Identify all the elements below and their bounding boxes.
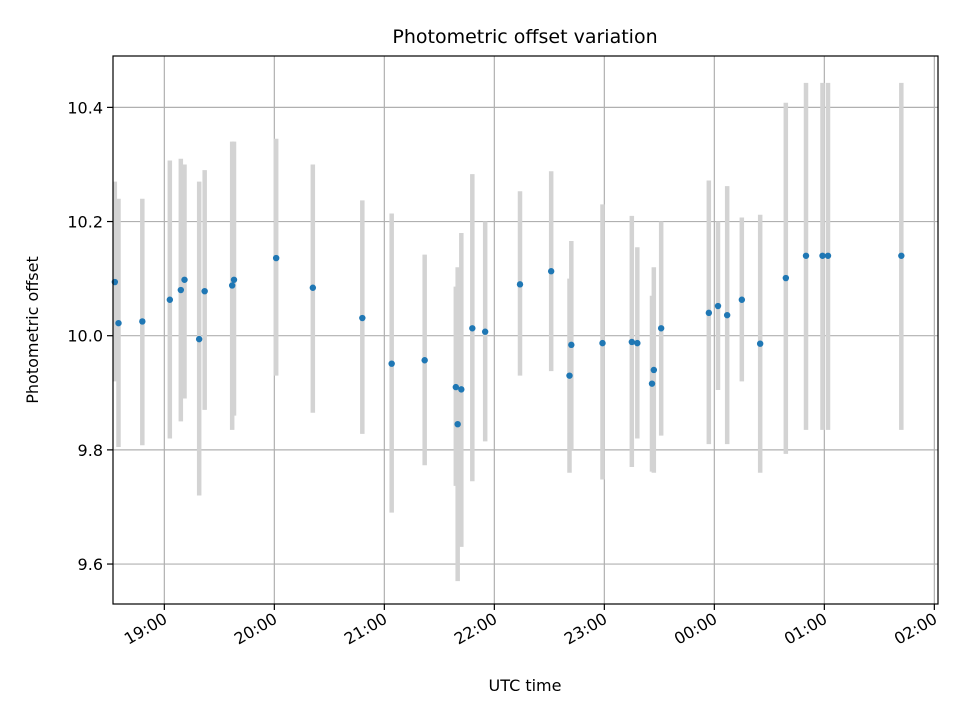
data-point <box>803 253 809 259</box>
data-point <box>181 277 187 283</box>
data-point <box>388 360 394 366</box>
y-tick-label: 10.4 <box>67 98 103 117</box>
data-point <box>898 253 904 259</box>
data-point <box>517 281 523 287</box>
y-axis-label: Photometric offset <box>23 256 42 404</box>
chart-title: Photometric offset variation <box>392 26 657 48</box>
data-point <box>115 320 121 326</box>
data-point <box>715 303 721 309</box>
data-point <box>724 312 730 318</box>
data-point <box>783 275 789 281</box>
photometric-offset-chart: 19:00 20:00 21:00 22:00 23:00 00:00 01:00 02:00… <box>0 0 960 720</box>
data-point <box>706 310 712 316</box>
data-point <box>167 297 173 303</box>
data-point <box>649 380 655 386</box>
data-point <box>548 268 554 274</box>
data-point <box>658 325 664 331</box>
data-point <box>739 297 745 303</box>
y-tick-label: 9.6 <box>78 555 103 574</box>
data-point <box>634 340 640 346</box>
data-point <box>651 367 657 373</box>
data-point <box>178 287 184 293</box>
data-point <box>421 357 427 363</box>
data-point <box>469 325 475 331</box>
data-point <box>482 329 488 335</box>
data-point <box>825 253 831 259</box>
data-point <box>229 282 235 288</box>
y-tick-label: 10.0 <box>67 327 103 346</box>
data-point <box>629 339 635 345</box>
data-point <box>273 255 279 261</box>
data-point <box>566 372 572 378</box>
data-point <box>819 253 825 259</box>
data-point <box>201 288 207 294</box>
data-point <box>139 318 145 324</box>
data-point <box>359 315 365 321</box>
data-point <box>453 384 459 390</box>
data-point <box>458 386 464 392</box>
data-point <box>568 342 574 348</box>
data-point <box>599 340 605 346</box>
y-tick-label: 10.2 <box>67 213 103 232</box>
y-tick-label: 9.8 <box>78 441 103 460</box>
data-point <box>196 336 202 342</box>
x-axis-label: UTC time <box>489 676 562 695</box>
data-point <box>310 285 316 291</box>
data-point <box>454 421 460 427</box>
data-point <box>231 277 237 283</box>
data-point <box>757 341 763 347</box>
